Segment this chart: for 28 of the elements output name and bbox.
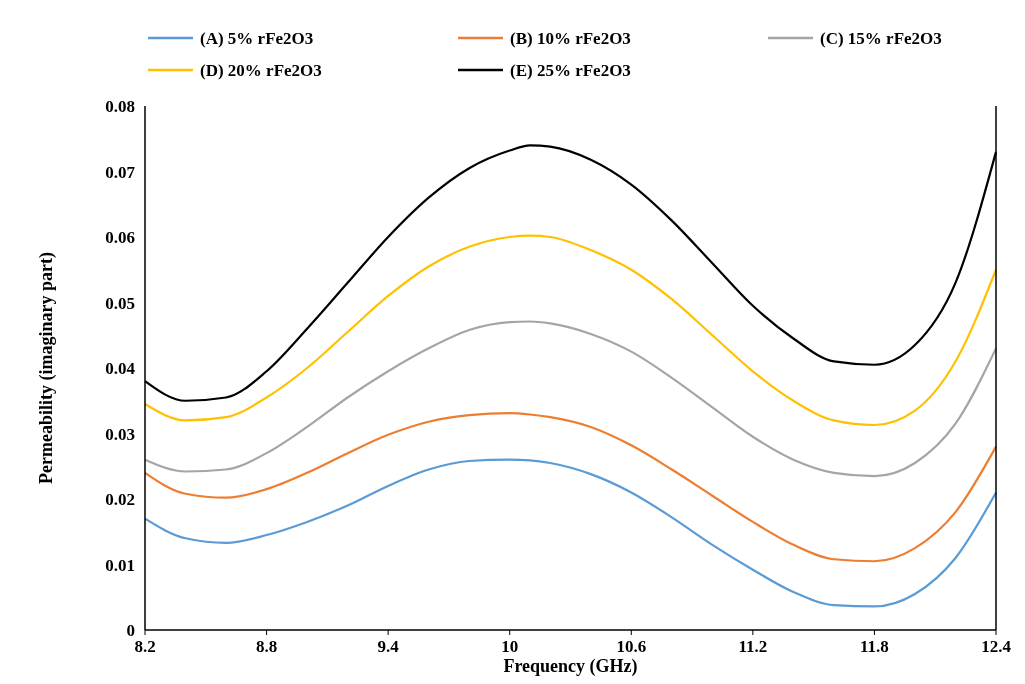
y-tick-label: 0 [126,621,135,640]
y-axis-title: Permeability (imaginary part) [36,252,57,484]
x-tick-label: 8.2 [134,637,156,656]
y-tick-label: 0.01 [105,555,135,575]
x-axis-title: Frequency (GHz) [503,656,638,677]
x-tick-label: 11.8 [860,637,889,656]
y-tick-label: 0.04 [105,359,136,378]
line-series [143,320,998,478]
y-tick-label: 0.02 [105,490,135,509]
x-tick-label: 12.4 [981,637,1012,656]
x-tick-label: 10 [501,637,519,656]
x-tick-label: 10.6 [616,637,647,656]
line-series [143,234,998,427]
y-tick-label: 0.03 [105,424,135,444]
legend-label: (E) 25% rFe2O3 [510,61,631,80]
x-tick-label: 9.4 [377,637,400,656]
y-tick-label: 0.08 [105,97,135,116]
legend-label: (A) 5% rFe2O3 [200,29,314,48]
line-series [143,412,998,563]
legend-label: (D) 20% rFe2O3 [200,61,322,80]
line-series [143,458,998,608]
legend-label: (B) 10% rFe2O3 [510,29,631,48]
y-tick-label: 0.06 [105,228,135,247]
x-tick-label: 11.2 [738,637,768,656]
y-tick-label: 0.07 [105,162,136,182]
legend-label: (C) 15% rFe2O3 [820,29,942,48]
y-tick-label: 0.05 [105,293,135,313]
x-tick-label: 8.8 [255,637,278,656]
